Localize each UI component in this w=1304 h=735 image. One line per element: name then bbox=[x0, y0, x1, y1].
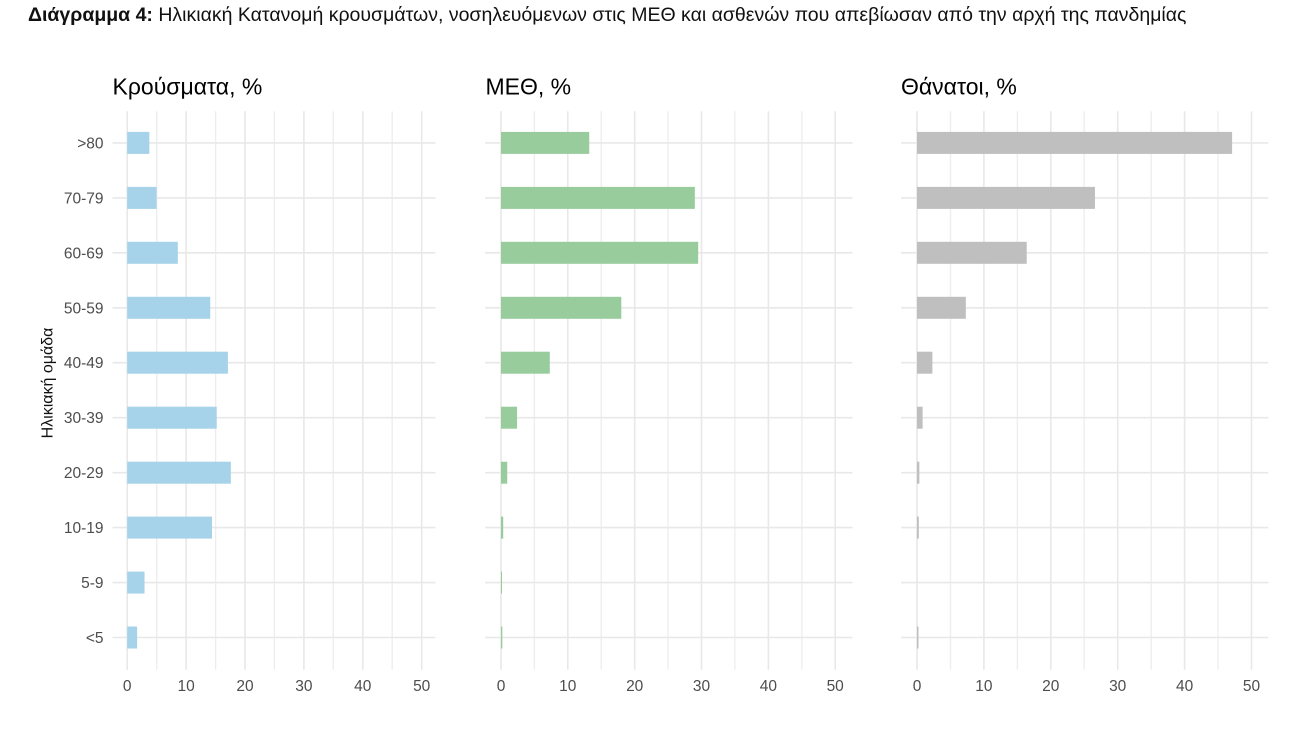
svg-text:60-69: 60-69 bbox=[64, 245, 104, 262]
svg-text:20: 20 bbox=[1042, 678, 1060, 695]
svg-text:5-9: 5-9 bbox=[81, 575, 103, 592]
svg-text:50: 50 bbox=[413, 678, 431, 695]
svg-text:30: 30 bbox=[1109, 678, 1127, 695]
svg-text:20: 20 bbox=[626, 678, 644, 695]
svg-text:0: 0 bbox=[497, 678, 506, 695]
svg-text:20: 20 bbox=[236, 678, 254, 695]
svg-text:>80: >80 bbox=[77, 135, 104, 152]
svg-text:Διάγραμμα 4: Ηλικιακή Κατανομή: Διάγραμμα 4: Ηλικιακή Κατανομή κρουσμάτω… bbox=[28, 4, 1186, 26]
svg-text:10: 10 bbox=[177, 678, 195, 695]
svg-text:Κρούσματα, %: Κρούσματα, % bbox=[113, 74, 263, 100]
svg-text:10: 10 bbox=[975, 678, 993, 695]
svg-text:50-59: 50-59 bbox=[64, 300, 104, 317]
svg-text:40-49: 40-49 bbox=[64, 355, 104, 372]
svg-text:30: 30 bbox=[295, 678, 313, 695]
svg-text:ΜΕΘ, %: ΜΕΘ, % bbox=[486, 74, 572, 100]
svg-text:70-79: 70-79 bbox=[64, 190, 104, 207]
svg-text:Ηλικιακή ομάδα: Ηλικιακή ομάδα bbox=[40, 328, 57, 439]
svg-text:50: 50 bbox=[827, 678, 845, 695]
svg-text:0: 0 bbox=[123, 678, 132, 695]
svg-text:10: 10 bbox=[559, 678, 577, 695]
svg-text:30: 30 bbox=[693, 678, 711, 695]
svg-text:Θάνατοι, %: Θάνατοι, % bbox=[901, 74, 1017, 100]
svg-text:40: 40 bbox=[1176, 678, 1194, 695]
svg-text:<5: <5 bbox=[86, 630, 104, 647]
svg-text:20-29: 20-29 bbox=[64, 465, 104, 482]
svg-text:40: 40 bbox=[354, 678, 372, 695]
svg-text:30-39: 30-39 bbox=[64, 410, 104, 427]
svg-text:40: 40 bbox=[760, 678, 778, 695]
svg-text:50: 50 bbox=[1243, 678, 1261, 695]
svg-text:0: 0 bbox=[913, 678, 922, 695]
svg-text:10-19: 10-19 bbox=[64, 520, 104, 537]
